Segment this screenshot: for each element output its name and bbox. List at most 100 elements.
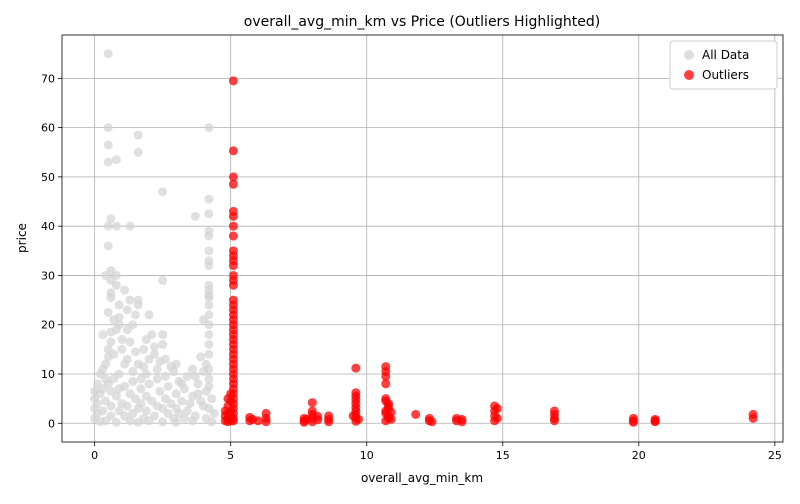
- all-data-point: [103, 123, 113, 133]
- y-tick-label: 60: [41, 122, 55, 135]
- all-data-point: [103, 49, 113, 59]
- outlier-point: [228, 179, 238, 189]
- all-data-point: [125, 416, 135, 426]
- outlier-point: [549, 416, 559, 426]
- all-data-point: [204, 349, 214, 359]
- legend-label-outliers: Outliers: [702, 68, 749, 82]
- all-data-point: [128, 367, 138, 377]
- x-tick-label: 5: [227, 449, 234, 462]
- all-data-point: [190, 371, 200, 381]
- outlier-point: [307, 398, 317, 408]
- all-data-point: [114, 312, 124, 322]
- all-data-point: [103, 344, 113, 354]
- all-data-point: [128, 408, 138, 418]
- series-all-data: [90, 49, 219, 427]
- outlier-point: [228, 221, 238, 231]
- all-data-point: [128, 376, 138, 386]
- legend-marker-all-data: [684, 50, 694, 60]
- all-data-point: [204, 290, 214, 300]
- all-data-point: [103, 241, 113, 251]
- all-data-point: [144, 379, 154, 389]
- all-data-point: [111, 155, 121, 165]
- all-data-point: [117, 344, 127, 354]
- all-data-point: [188, 364, 198, 374]
- outlier-point: [628, 417, 638, 427]
- all-data-point: [155, 386, 165, 396]
- all-data-point: [158, 417, 168, 427]
- y-axis-label: price: [15, 223, 29, 253]
- plot-area: [62, 35, 783, 442]
- outlier-point: [324, 417, 334, 427]
- outlier-point: [351, 363, 361, 373]
- all-data-point: [114, 300, 124, 310]
- chart-title: overall_avg_min_km vs Price (Outliers Hi…: [244, 14, 600, 30]
- outlier-point: [228, 231, 238, 241]
- all-data-point: [177, 396, 187, 406]
- all-data-point: [133, 300, 143, 310]
- outlier-point: [411, 409, 421, 419]
- all-data-point: [122, 305, 132, 315]
- all-data-point: [182, 406, 192, 416]
- data-points: [90, 49, 758, 427]
- all-data-point: [204, 123, 214, 133]
- all-data-point: [144, 354, 154, 364]
- outlier-point: [253, 416, 263, 426]
- all-data-point: [204, 320, 214, 330]
- all-data-point: [196, 352, 206, 362]
- series-outliers: [220, 76, 758, 427]
- all-data-point: [193, 389, 203, 399]
- all-data-point: [160, 371, 170, 381]
- x-tick-label: 15: [496, 449, 510, 462]
- outlier-point: [313, 411, 323, 421]
- all-data-point: [103, 221, 113, 231]
- all-data-point: [201, 386, 211, 396]
- x-axis-label: overall_avg_min_km: [361, 471, 483, 485]
- all-data-point: [207, 394, 217, 404]
- all-data-point: [144, 416, 154, 426]
- all-data-point: [204, 339, 214, 349]
- outlier-point: [386, 414, 396, 424]
- all-data-point: [111, 221, 121, 231]
- all-data-point: [171, 389, 181, 399]
- outlier-point: [228, 261, 238, 271]
- outlier-point: [381, 371, 391, 381]
- all-data-point: [144, 310, 154, 320]
- all-data-point: [111, 280, 121, 290]
- all-data-point: [204, 231, 214, 241]
- all-data-point: [98, 330, 108, 340]
- all-data-point: [204, 261, 214, 271]
- outlier-point: [220, 406, 230, 416]
- all-data-point: [158, 275, 168, 285]
- all-data-point: [139, 344, 149, 354]
- all-data-point: [163, 381, 173, 391]
- all-data-point: [158, 187, 168, 197]
- all-data-point: [106, 401, 116, 411]
- all-data-point: [182, 371, 192, 381]
- all-data-point: [158, 339, 168, 349]
- all-data-point: [114, 384, 124, 394]
- all-data-point: [130, 347, 140, 357]
- outlier-point: [492, 413, 502, 423]
- all-data-point: [190, 211, 200, 221]
- all-data-point: [152, 374, 162, 384]
- all-data-point: [139, 362, 149, 372]
- all-data-point: [136, 374, 146, 384]
- axis-ticks: 0 5 10 15 20 25 0 10 20 30 40 50 60 70: [41, 72, 782, 462]
- outlier-point: [348, 411, 358, 421]
- outlier-point: [427, 417, 437, 427]
- outlier-point: [386, 407, 396, 417]
- all-data-point: [152, 364, 162, 374]
- all-data-point: [101, 374, 111, 384]
- outlier-point: [220, 416, 230, 426]
- all-data-point: [95, 417, 105, 427]
- all-data-point: [193, 379, 203, 389]
- all-data-point: [133, 130, 143, 140]
- outlier-point: [228, 280, 238, 290]
- all-data-point: [141, 406, 151, 416]
- all-data-point: [204, 330, 214, 340]
- all-data-point: [106, 293, 116, 303]
- all-data-point: [103, 157, 113, 167]
- all-data-point: [106, 214, 116, 224]
